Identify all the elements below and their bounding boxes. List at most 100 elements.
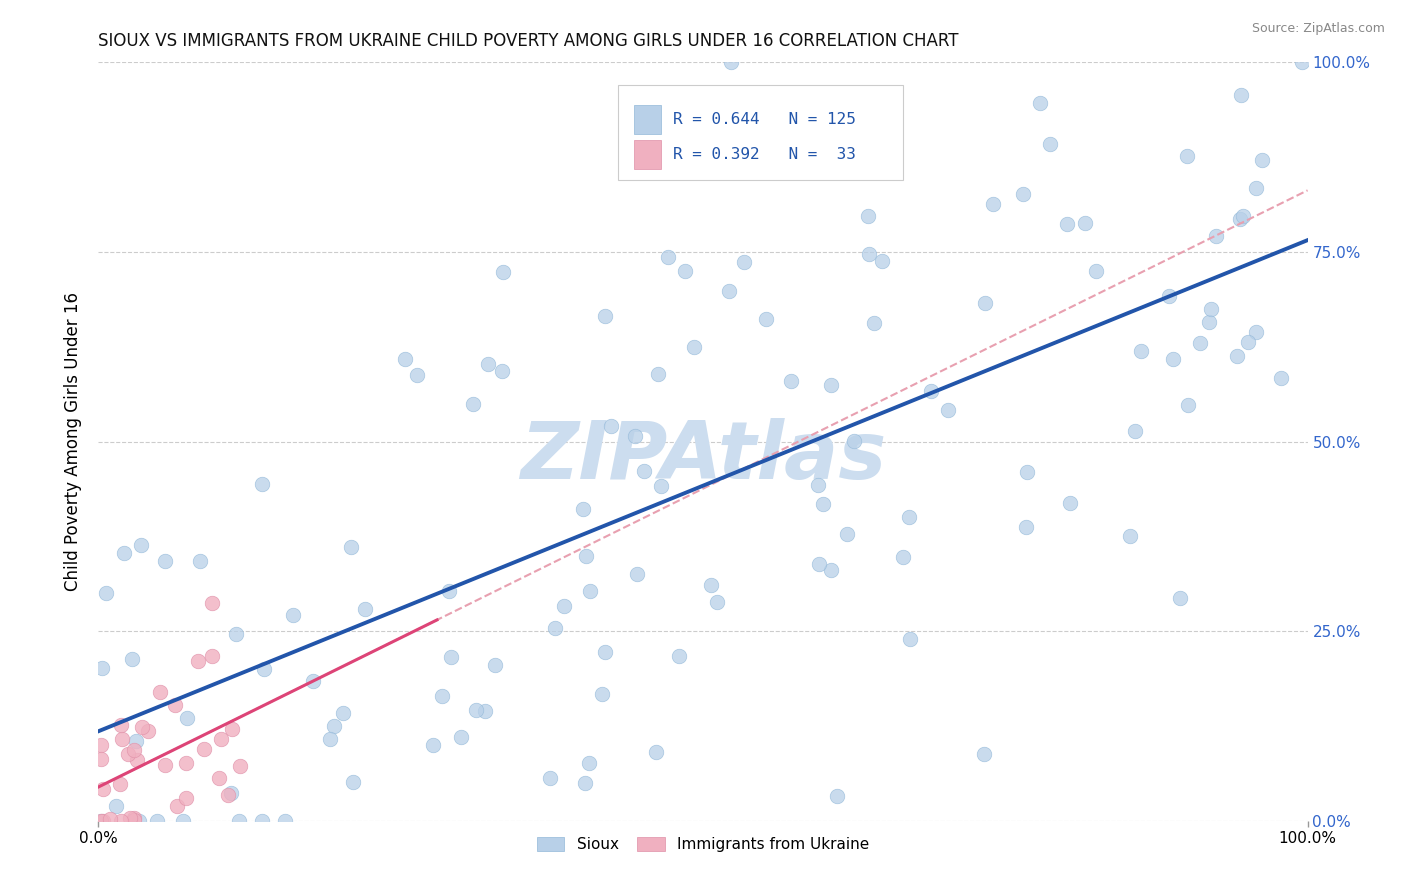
Point	[538, 771, 561, 785]
Text: ZIPAtlas: ZIPAtlas	[520, 417, 886, 496]
Point	[936, 402, 959, 417]
Point	[174, 756, 197, 770]
Point	[856, 209, 879, 223]
Point	[163, 698, 186, 712]
Point	[973, 296, 995, 310]
Point	[484, 657, 506, 672]
Point	[700, 578, 723, 592]
Point	[1175, 149, 1198, 163]
Point	[591, 687, 613, 701]
Point	[172, 814, 194, 828]
Point	[981, 197, 1004, 211]
Text: R = 0.392   N =  33: R = 0.392 N = 33	[673, 147, 856, 161]
Point	[207, 771, 229, 785]
Point	[465, 703, 488, 717]
Point	[98, 812, 121, 826]
Point	[842, 434, 865, 448]
Point	[817, 92, 839, 106]
FancyBboxPatch shape	[634, 140, 661, 169]
Point	[807, 477, 830, 491]
Point	[593, 645, 616, 659]
Point	[1199, 302, 1222, 317]
Point	[668, 648, 690, 663]
Point	[153, 554, 176, 568]
Point	[201, 649, 224, 664]
Point	[91, 782, 114, 797]
Point	[720, 55, 742, 70]
Point	[225, 627, 247, 641]
Point	[779, 374, 801, 388]
Point	[201, 596, 224, 610]
Point	[755, 312, 778, 326]
Point	[332, 706, 354, 720]
Point	[281, 607, 304, 622]
Point	[302, 673, 325, 688]
Point	[578, 756, 600, 771]
Point	[1229, 212, 1251, 227]
Point	[176, 711, 198, 725]
Point	[217, 788, 239, 802]
Point	[717, 284, 740, 298]
Point	[440, 650, 463, 665]
Point	[897, 510, 920, 524]
Point	[1039, 137, 1062, 152]
Point	[807, 558, 830, 572]
Point	[1123, 424, 1146, 438]
Point	[122, 813, 145, 827]
Point	[1244, 181, 1267, 195]
Point	[430, 690, 453, 704]
Point	[110, 718, 132, 732]
Point	[145, 814, 167, 828]
Point	[122, 742, 145, 756]
Point	[650, 479, 672, 493]
Point	[250, 814, 273, 828]
Point	[90, 814, 112, 828]
Point	[228, 814, 250, 828]
Point	[1059, 496, 1081, 510]
Point	[121, 652, 143, 666]
Point	[221, 722, 243, 736]
Point	[131, 721, 153, 735]
Point	[117, 747, 139, 761]
Point	[253, 662, 276, 676]
Point	[110, 777, 132, 791]
Point	[891, 549, 914, 564]
Point	[1229, 88, 1251, 103]
Point	[1085, 264, 1108, 278]
Point	[1074, 216, 1097, 230]
Point	[1226, 349, 1249, 363]
Point	[898, 632, 921, 646]
Point	[492, 265, 515, 279]
Point	[176, 790, 198, 805]
Point	[94, 586, 117, 600]
Point	[1198, 315, 1220, 329]
Point	[463, 397, 485, 411]
Point	[319, 731, 342, 746]
Point	[90, 814, 112, 828]
Point	[1012, 187, 1035, 202]
Point	[1015, 520, 1038, 534]
Point	[250, 477, 273, 491]
Point	[544, 621, 567, 635]
Point	[90, 738, 112, 752]
Point	[128, 814, 150, 828]
Point	[1177, 398, 1199, 412]
Point	[647, 367, 669, 381]
Point	[474, 704, 496, 718]
Point	[865, 122, 887, 136]
Point	[219, 786, 242, 800]
Point	[973, 747, 995, 761]
Point	[683, 340, 706, 354]
Point	[125, 734, 148, 748]
Point	[422, 738, 444, 752]
Point	[1168, 591, 1191, 606]
Point	[1189, 336, 1212, 351]
Point	[274, 814, 297, 828]
Point	[149, 685, 172, 699]
Point	[837, 526, 859, 541]
Point	[91, 661, 114, 675]
Point	[626, 567, 648, 582]
Point	[553, 599, 575, 613]
Point	[600, 418, 623, 433]
Point	[1028, 96, 1050, 111]
